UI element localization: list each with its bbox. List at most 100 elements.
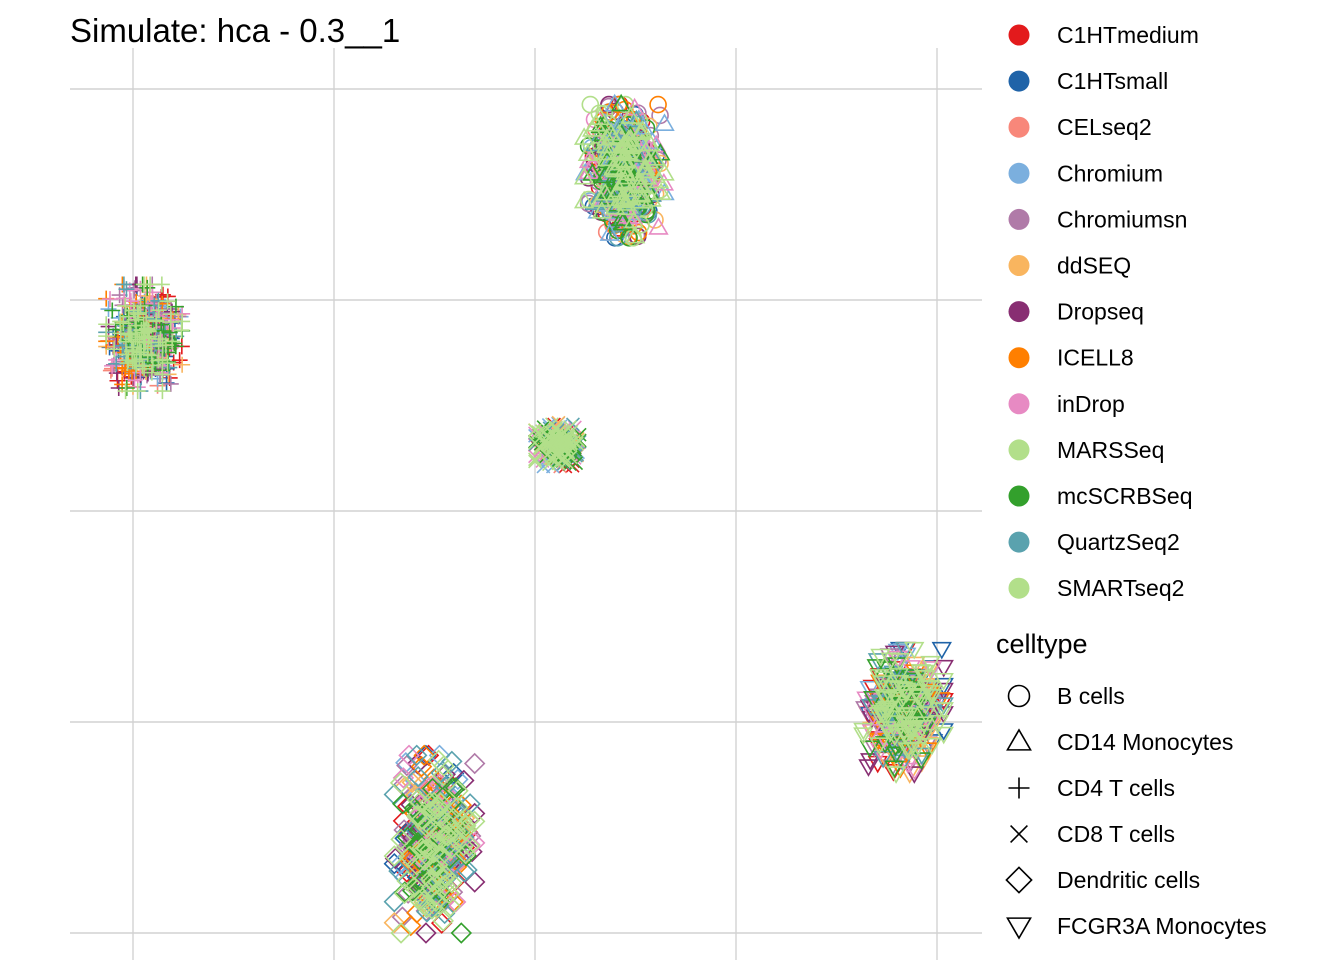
data-point [635,157,656,175]
data-point [562,433,577,448]
data-point [425,820,447,843]
data-point [922,704,944,723]
cluster-fcgr3a-monocytes [853,641,954,784]
data-point [432,764,454,787]
data-point [413,894,436,916]
data-point [398,744,420,767]
legend-label: mcSCRBSeq [1057,483,1192,509]
data-point [531,425,546,440]
data-point [648,170,670,189]
legend-color-swatch [1008,24,1030,46]
legend-shape-swatch [1006,728,1032,751]
data-point [398,845,420,868]
legend-label: ddSEQ [1057,253,1131,279]
legend-label: CD8 T cells [1057,821,1175,847]
legend-label: CELseq2 [1057,114,1152,140]
color-legend-item: C1HTmedium [1008,22,1199,48]
data-point [388,860,410,882]
data-point [896,647,917,666]
data-point [870,648,891,667]
data-point [429,820,451,843]
data-point [440,791,463,814]
data-point [873,689,895,707]
data-point [173,322,190,339]
data-point [609,118,631,137]
data-point [611,140,632,159]
data-point [452,834,475,857]
data-point [159,355,176,372]
data-point [630,183,652,202]
data-point [581,95,600,114]
data-point [608,179,630,198]
legend-shape-swatch [1006,917,1032,940]
shape-legend-item: Dendritic cells [1005,866,1200,894]
data-point [617,134,638,152]
data-point [917,742,939,760]
data-point [162,306,179,323]
data-point [154,383,171,400]
data-point [594,182,616,201]
data-point [631,133,652,152]
shape-legend-title: celltype [996,629,1088,659]
legend-color-swatch [1008,301,1030,323]
data-point [563,436,578,451]
data-point [415,837,438,860]
data-point [559,454,574,469]
data-point [528,449,542,464]
legend-color-swatch [1008,577,1030,599]
data-point [871,675,893,693]
data-point [626,109,647,128]
data-point [623,210,645,229]
data-point [405,744,428,767]
data-point [159,293,176,310]
data-point [162,375,179,392]
legend-label: inDrop [1057,391,1125,417]
legend-label: SMARTseq2 [1057,575,1184,601]
data-point [595,135,617,154]
data-point [543,451,558,466]
data-point [155,323,172,340]
legend-shape-swatch [1008,777,1030,799]
data-point [98,316,115,333]
data-point [138,320,155,337]
data-point [918,736,939,755]
data-point [438,882,460,905]
data-point [654,163,675,181]
data-point [136,360,153,377]
data-point [123,331,140,348]
data-point [419,800,442,823]
data-point [882,692,903,710]
data-point [441,872,463,894]
data-point [911,692,932,711]
data-point [904,766,925,784]
data-point [885,746,907,765]
data-point [441,777,464,799]
data-point [437,825,459,847]
data-point [421,777,444,800]
data-point [577,143,599,162]
data-point [894,707,915,725]
color-legend-item: MARSSeq [1008,437,1164,463]
color-legend-item: QuartzSeq2 [1008,529,1180,555]
legend-color-swatch [1008,70,1030,92]
data-point [102,291,119,308]
data-point [393,882,416,905]
data-point [904,762,925,781]
data-point [649,95,667,114]
data-point [543,438,558,453]
data-point [896,698,917,717]
data-point [424,844,446,867]
data-point [434,775,457,798]
data-point [438,822,460,844]
data-point [928,714,950,733]
data-point [383,783,406,806]
data-point [869,737,890,756]
data-point [158,375,175,392]
data-point [450,922,473,944]
data-point [104,302,121,319]
data-point [853,722,874,741]
data-point [125,339,142,356]
legend-shape-swatch [1005,866,1033,894]
data-point [402,880,424,902]
data-point [115,315,132,332]
